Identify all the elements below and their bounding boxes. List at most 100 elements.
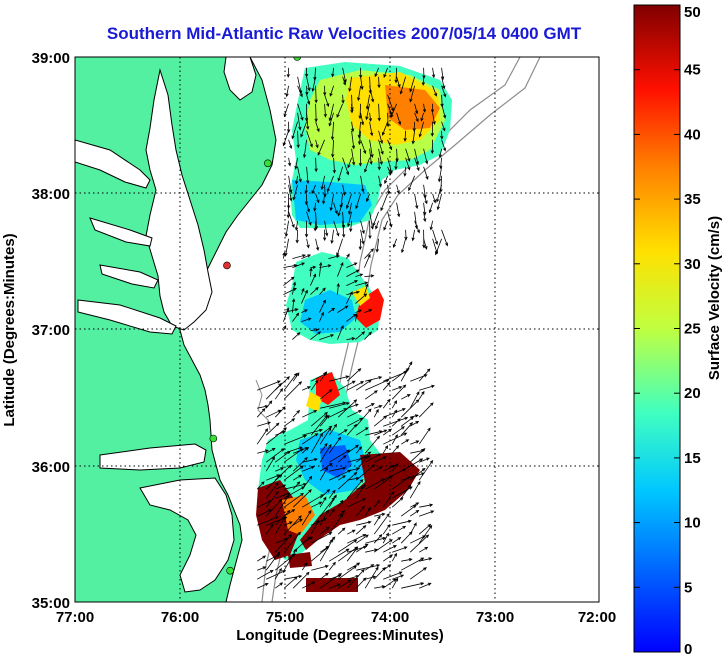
velocity-arrow	[347, 157, 352, 169]
velocity-arrow	[419, 503, 434, 508]
velocity-arrow	[414, 103, 419, 115]
velocity-arrow	[365, 548, 378, 553]
velocity-arrow	[347, 417, 364, 427]
velocity-arrow	[292, 518, 303, 526]
velocity-arrow	[315, 121, 320, 133]
velocity-arrow	[311, 532, 333, 544]
velocity-arrow	[400, 422, 414, 436]
york-river	[99, 264, 159, 289]
velocity-arrow	[346, 479, 364, 499]
velocity-arrow	[411, 130, 415, 145]
velocity-arrow	[438, 148, 443, 159]
velocity-arrow	[410, 414, 419, 418]
velocity-arrow	[423, 211, 427, 223]
velocity-arrow	[410, 535, 427, 544]
x-axis-label: Longitude (Degrees:Minutes)	[236, 627, 444, 644]
velocity-arrow	[396, 202, 401, 218]
velocity-arrow	[414, 148, 420, 166]
velocity-arrow	[391, 418, 401, 427]
velocity-arrow	[306, 76, 311, 92]
velocity-arrow	[418, 546, 429, 553]
velocity-arrow	[377, 157, 381, 171]
velocity-arrow	[369, 121, 374, 137]
velocity-arrow	[297, 85, 303, 98]
colorbar: 0 5 10 15 20 25 30 35 40 45 50 Surface Velocity (c…	[633, 4, 723, 658]
velocity-arrow	[360, 220, 365, 235]
velocity-arrow	[342, 76, 347, 86]
velocity-arrow	[374, 404, 383, 409]
velocity-arrow	[392, 238, 397, 249]
velocity-arrow	[329, 85, 334, 97]
delaware-bay	[223, 57, 257, 101]
velocity-arrow	[396, 76, 401, 89]
velocity-arrow	[341, 94, 345, 104]
velocity-arrow	[409, 76, 415, 93]
y-axis-label: Latitude (Degrees:Minutes)	[1, 233, 18, 426]
velocity-arrow	[347, 534, 367, 544]
velocity-arrow	[401, 582, 425, 589]
x-tick-label: 73:00	[476, 609, 514, 626]
velocity-arrow	[292, 481, 301, 490]
velocity-arrow	[409, 448, 426, 463]
velocity-arrow	[400, 439, 410, 445]
velocity-arrow	[337, 325, 344, 340]
velocity-arrow	[408, 175, 415, 192]
velocity-arrow	[422, 67, 426, 80]
velocity-arrow	[391, 463, 399, 472]
velocity-arrow	[430, 103, 435, 114]
velocity-arrow	[292, 184, 298, 201]
velocity-arrow	[391, 400, 398, 409]
velocity-arrow	[384, 175, 388, 185]
velocity-arrow	[265, 382, 283, 400]
velocity-arrow	[356, 520, 372, 526]
velocity-arrow	[374, 512, 386, 517]
velocity-arrow	[291, 298, 296, 313]
velocity-arrow	[441, 139, 447, 152]
velocity-arrow	[330, 121, 335, 141]
velocity-arrow	[391, 368, 410, 382]
velocity-arrow	[319, 538, 334, 562]
velocity-arrow	[418, 402, 434, 418]
velocity-arrow	[387, 166, 392, 176]
velocity-arrow	[346, 262, 358, 268]
velocity-arrow	[378, 139, 384, 155]
velocity-arrow	[288, 211, 295, 229]
velocity-arrow	[355, 193, 361, 210]
velocity-region-central	[286, 252, 384, 344]
velocity-arrow	[333, 202, 338, 215]
velocity-arrow	[349, 220, 353, 233]
velocity-arrow	[301, 287, 305, 295]
velocity-arrow	[437, 166, 442, 183]
velocity-arrow	[331, 139, 335, 158]
velocity-arrow	[329, 583, 341, 589]
velocity-arrow	[364, 253, 371, 268]
velocity-arrow	[301, 562, 308, 571]
velocity-arrow	[378, 148, 383, 166]
velocity-arrow	[414, 112, 419, 123]
velocity-arrow	[355, 525, 367, 535]
velocity-arrow	[292, 489, 312, 508]
velocity-arrow	[409, 567, 427, 580]
velocity-arrow	[391, 409, 398, 418]
velocity-arrow	[311, 564, 329, 571]
velocity-arrow	[256, 555, 267, 562]
velocity-arrow	[328, 548, 350, 562]
velocity-arrow	[292, 254, 306, 259]
radar-station-marker	[223, 261, 231, 270]
velocity-arrow	[346, 280, 359, 286]
colorbar-label: Surface Velocity (cm/s)	[706, 216, 723, 380]
velocity-arrow	[422, 103, 427, 113]
y-tick-label: 39:00	[32, 50, 70, 67]
velocity-arrow	[328, 112, 334, 127]
velocity-arrow	[372, 211, 379, 227]
velocity-arrow	[378, 175, 382, 188]
velocity-arrow	[328, 254, 341, 259]
colorbar-tick-label: 45	[684, 62, 701, 79]
velocity-arrow	[257, 566, 267, 571]
velocity-arrow	[315, 193, 320, 204]
velocity-arrow	[355, 281, 369, 286]
velocity-arrow	[357, 130, 362, 146]
velocity-arrow	[336, 282, 340, 295]
velocity-arrow	[383, 464, 396, 472]
velocity-arrow	[392, 519, 412, 526]
